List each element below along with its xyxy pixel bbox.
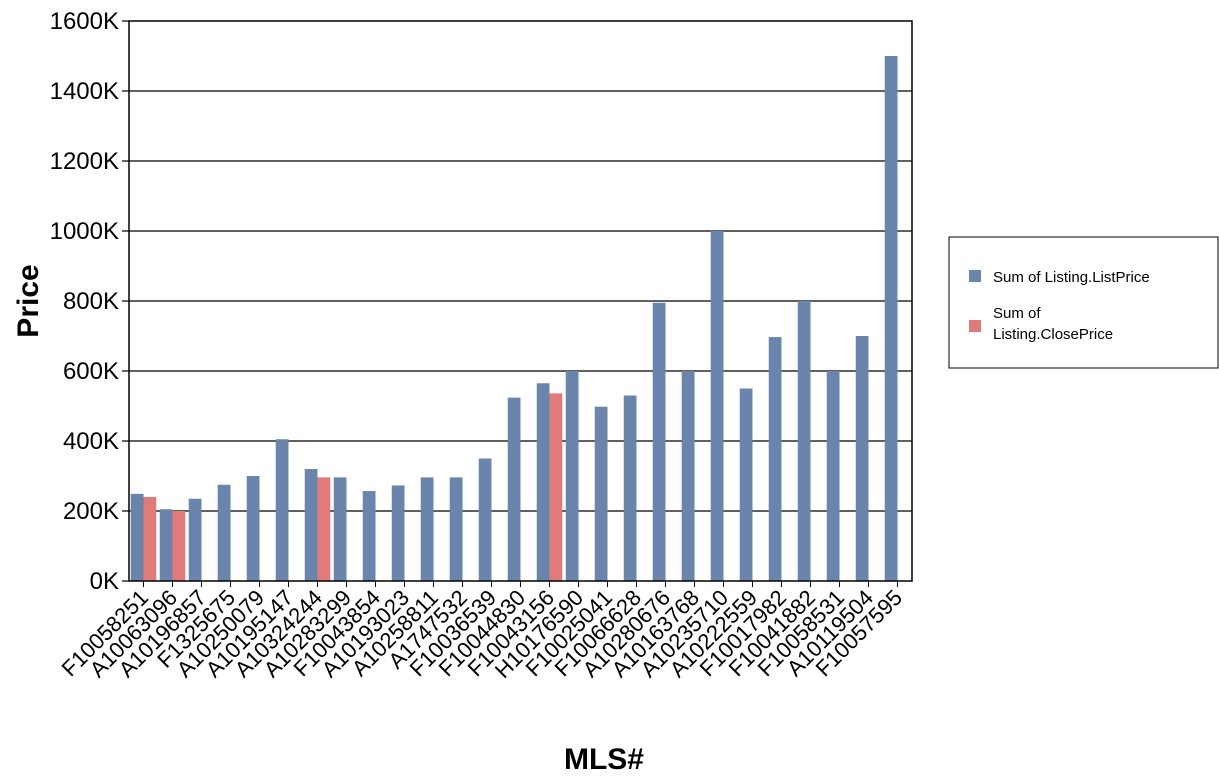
bar-close-price [143,497,157,581]
bar-list-price [449,477,463,581]
bar-list-price [275,439,289,581]
bar-close-price [549,393,563,581]
bar-close-price [172,511,186,581]
legend-swatch-list-price [969,270,981,282]
bar-list-price [652,302,666,581]
legend-label-close-price: Sum of Listing.ClosePrice [993,305,1113,343]
bar-list-price [333,477,347,581]
y-tick-label: 600K [63,358,119,385]
bar-list-price [536,383,550,581]
y-tick-label: 400K [63,428,119,455]
y-axis-title: Price [12,264,45,337]
bar-close-price [317,477,331,581]
bar-list-price [246,476,260,581]
legend-box [948,236,1219,369]
bar-list-price [739,388,753,581]
y-tick-label: 0K [90,568,119,595]
grid-lines [129,90,912,512]
y-axis-ticks: 0K 200K 400K 600K 800K 1000K 1200K 1400K 1600K [50,8,129,595]
bar-list-price [565,371,579,581]
y-tick-label: 1200K [50,148,119,175]
y-tick-label: 1400K [50,78,119,105]
bar-list-price [420,477,434,581]
bar-list-price [681,371,695,581]
bar-list-price [768,337,782,581]
bar-list-price [594,406,608,581]
y-tick-label: 200K [63,498,119,525]
bar-list-price [884,56,898,581]
bar-list-price [188,498,202,581]
bar-list-price [362,491,376,581]
legend: Sum of Listing.ListPrice Sum of Listing.C… [948,236,1219,369]
bar-list-price [130,493,144,581]
bar-list-price [710,231,724,581]
bar-list-price [855,336,869,581]
bar-list-price [217,484,231,581]
bar-list-price [797,301,811,581]
y-tick-label: 1600K [50,8,119,35]
bar-list-price [623,395,637,581]
y-tick-label: 800K [63,288,119,315]
bar-list-price [159,509,173,581]
bar-list-price [507,397,521,581]
bar-list-price [826,371,840,581]
legend-swatch-close-price [969,320,981,332]
bar-list-price [391,485,405,581]
legend-label-list-price: Sum of Listing.ListPrice [993,269,1150,286]
x-axis-ticks: F10058251A10063096A10196857F1325675A1025… [57,581,907,683]
x-axis-title: MLS# [564,743,644,776]
bars [130,56,898,581]
y-tick-label: 1000K [50,218,119,245]
bar-list-price [478,458,492,581]
bar-list-price [304,469,318,581]
